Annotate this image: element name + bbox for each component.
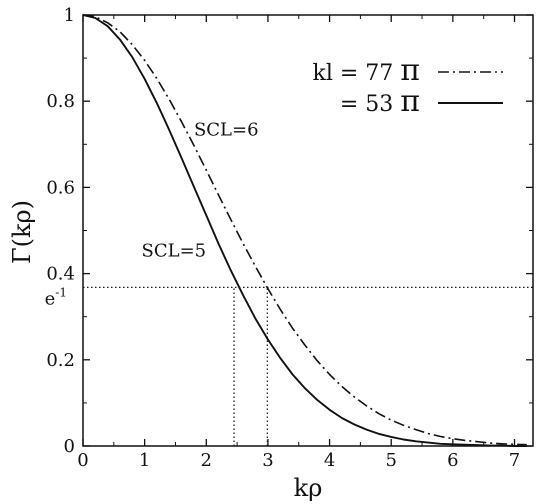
x-axis-label: kρ [294,474,323,502]
series-line-solid [82,14,527,447]
x-tick-label: 4 [324,450,335,471]
legend-label-0: kl = 77 π [313,53,421,88]
annotation-scl-6: SCL=6 [194,120,259,141]
x-tick-label: 7 [509,450,520,471]
legend-label-1: = 53 π [340,84,420,119]
y-tick-label: 0 [64,436,75,457]
x-tick-label: 2 [201,450,212,471]
y-tick-label: 0.2 [46,350,75,371]
annotation-scl-5: SCL=5 [142,240,207,261]
series-line-dash-dot [82,14,527,446]
y-tick-label: 0.6 [46,177,75,198]
y-tick-label: 0.8 [46,91,75,112]
y-tick-label-e-inverse: e-1 [45,285,67,309]
x-tick-label: 6 [447,450,458,471]
legend: kl = 77 π= 53 π [313,53,503,119]
x-tick-label: 0 [77,450,88,471]
y-axis-label: Γ(kρ) [8,200,36,264]
reference-lines [83,286,533,446]
axis-labels: kρ Γ(kρ) [8,200,322,502]
y-tick-label: 1 [64,5,75,26]
x-tick-label: 3 [262,450,273,471]
plot-frame [82,14,534,447]
tick-layer: 0 1 2 3 4 5 6 7 0 0.2 0.4 0.6 0.8 1 e-1 [45,5,533,471]
y-tick-label: 0.4 [46,264,75,285]
x-tick-label: 1 [139,450,150,471]
x-tick-label: 5 [385,450,396,471]
annotation-layer: SCL=6 SCL=5 [142,120,259,262]
series-layer [82,14,527,447]
